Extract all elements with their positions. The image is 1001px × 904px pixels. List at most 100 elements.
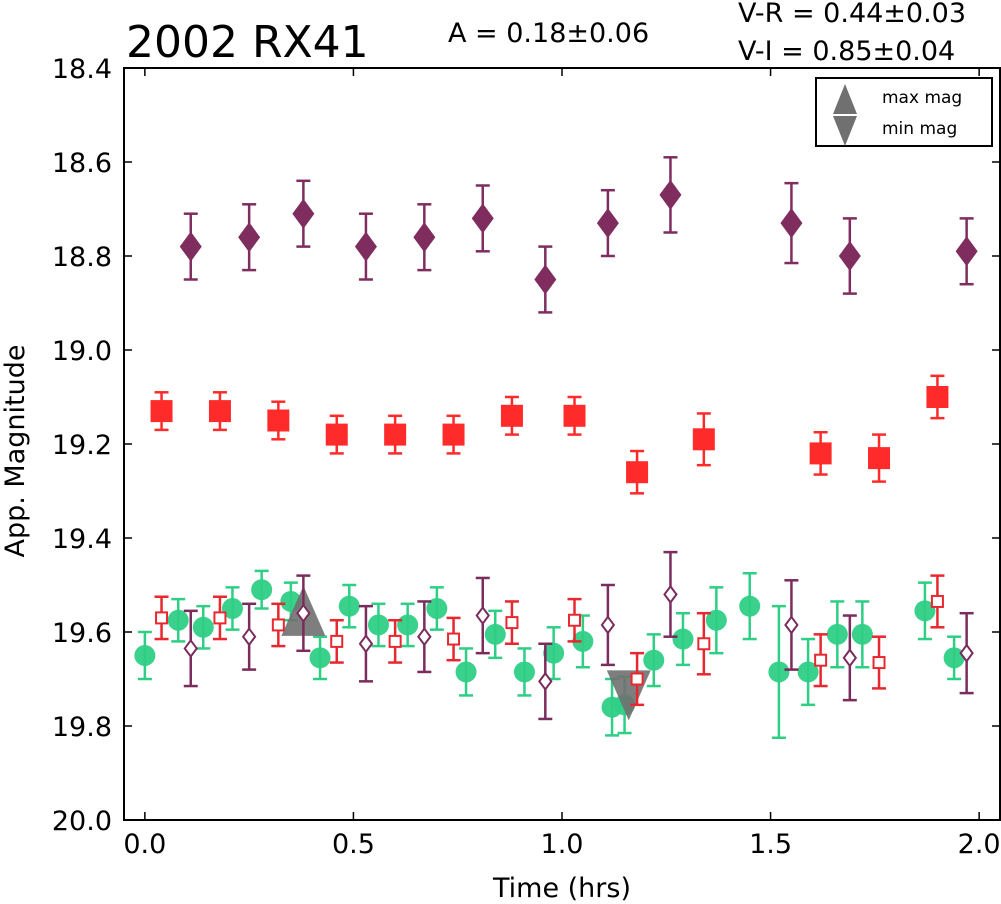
series-3-point-7: [568, 613, 582, 627]
series-2-point-13: [513, 661, 535, 683]
series-2-point-22: [768, 661, 790, 683]
series-3-point-5: [447, 632, 461, 646]
v-i-annotation: V-I = 0.85±0.04: [738, 36, 955, 67]
series-1-point-3: [325, 423, 348, 446]
series-2-point-23: [797, 661, 819, 683]
y-tick-label-4: 19.2: [52, 430, 112, 461]
y-tick-label-3: 19.0: [52, 336, 112, 367]
legend-label-min-mag: min mag: [882, 119, 957, 139]
series-2-point-15: [572, 630, 594, 652]
plot-frame: [123, 67, 1001, 821]
series-2-point-2: [192, 616, 214, 638]
series-1-point-2: [267, 409, 290, 432]
series-3-point-12: [930, 594, 944, 608]
series-1-point-1: [208, 400, 231, 423]
series-0-point-6: [534, 264, 557, 295]
x-tick-label-1: 0.5: [332, 829, 375, 860]
series-4-point-9: [784, 615, 799, 635]
series-4-point-5: [475, 605, 490, 626]
series-3-point-6: [505, 616, 519, 630]
series-1-point-10: [809, 442, 832, 465]
legend-label-max-mag: max mag: [882, 88, 962, 108]
series-2-point-10: [426, 598, 448, 619]
series-2-point-7: [338, 595, 360, 617]
series-2-point-8: [367, 614, 389, 636]
series-2-point-27: [943, 647, 965, 669]
chart-title: 2002 RX41: [126, 17, 369, 68]
series-1-point-0: [150, 400, 173, 423]
y-tick-label-6: 19.6: [52, 618, 112, 649]
series-0-point-3: [354, 231, 377, 262]
series-1-point-6: [500, 404, 523, 427]
y-tick-label-7: 19.8: [52, 712, 112, 743]
legend: max mag min mag: [815, 77, 993, 147]
series-3-point-8: [630, 672, 644, 686]
x-tick-label-2: 1.0: [541, 829, 584, 860]
series-2-point-1: [167, 609, 189, 631]
series-4-point-0: [183, 638, 198, 659]
series-3-point-0: [155, 611, 169, 625]
series-2-point-19: [672, 628, 694, 650]
legend-marker-max-mag: [833, 84, 857, 114]
series-0-point-1: [238, 222, 261, 253]
series-3-point-3: [330, 634, 344, 648]
series-4-point-10: [842, 648, 858, 668]
series-3-point-9: [697, 637, 711, 651]
series-2-point-20: [705, 609, 727, 631]
series-4-point-11: [959, 643, 974, 663]
y-tick-label-8: 20.0: [52, 806, 112, 837]
series-3-point-10: [814, 653, 828, 667]
series-0-point-7: [596, 208, 619, 239]
series-1-point-9: [692, 428, 715, 451]
series-1-point-5: [442, 423, 465, 446]
series-2-point-14: [543, 642, 565, 664]
x-tick-label-4: 2.0: [958, 829, 1001, 860]
series-2-point-18: [643, 649, 665, 671]
series-2-point-25: [851, 623, 873, 645]
series-4-point-4: [417, 627, 432, 647]
series-0-point-8: [659, 179, 682, 210]
series-0-point-0: [179, 231, 202, 262]
series-2-point-4: [251, 579, 273, 601]
series-2-point-12: [484, 623, 506, 645]
y-tick-label-5: 19.4: [52, 524, 112, 555]
series-1-point-8: [626, 461, 649, 484]
y-tick-label-2: 18.8: [52, 242, 112, 273]
axis-ticks: 0.0 0.5 1.0 1.5 2.0 18.4 18.6 18.8 19.0 19.2 19.4 1…: [52, 54, 1001, 860]
data-marks: [134, 156, 978, 739]
series-0-point-9: [780, 208, 803, 239]
series-0-point-5: [471, 203, 494, 234]
series-1-point-7: [563, 404, 586, 427]
x-axis-label: Time (hrs): [492, 873, 631, 904]
series-0-point-4: [413, 222, 436, 253]
series-3-point-2: [271, 618, 285, 632]
series-4-point-8: [663, 584, 678, 605]
series-4-point-7: [600, 615, 616, 635]
series-2-point-6: [309, 647, 331, 669]
series-1-point-12: [926, 386, 949, 408]
series-2-point-26: [914, 600, 936, 622]
series-2-point-9: [397, 614, 419, 636]
series-3-point-4: [388, 634, 402, 648]
legend-marker-min-mag: [833, 116, 857, 146]
series-2-point-24: [826, 623, 848, 645]
series-0-point-11: [955, 236, 978, 267]
series-2-point-21: [739, 595, 761, 617]
series-4-point-6: [538, 671, 553, 692]
series-1-point-11: [868, 447, 891, 470]
series-0-point-10: [838, 241, 861, 271]
series-4-point-1: [241, 627, 257, 647]
series-3-point-1: [213, 611, 227, 625]
series-4-point-3: [358, 634, 374, 654]
v-r-annotation: V-R = 0.44±0.03: [738, 0, 966, 29]
series-0-point-2: [292, 198, 315, 229]
series-4-point-2: [296, 603, 311, 623]
y-tick-label-0: 18.4: [52, 54, 112, 85]
series-2-point-3: [221, 598, 243, 619]
x-tick-label-0: 0.0: [123, 829, 166, 860]
series-2-point-0: [134, 645, 156, 666]
y-axis-label: App. Magnitude: [0, 345, 31, 558]
x-tick-label-3: 1.5: [749, 829, 792, 860]
series-1-point-4: [384, 423, 407, 446]
